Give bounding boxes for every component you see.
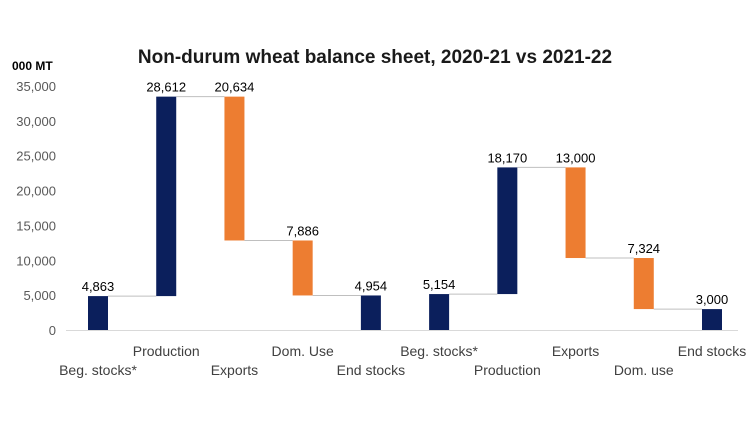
category-label: Dom. use [614, 362, 674, 378]
chart-title: Non-durum wheat balance sheet, 2020-21 v… [138, 47, 612, 68]
y-tick-label: 30,000 [16, 114, 56, 129]
data-label: 3,000 [696, 292, 729, 307]
data-label: 7,324 [628, 241, 661, 256]
y-tick-label: 5,000 [23, 288, 56, 303]
bar-supply [88, 296, 108, 330]
category-label: End stocks [337, 362, 405, 378]
bar-use [633, 258, 654, 310]
connector-lines [108, 96, 702, 310]
y-tick-label: 25,000 [16, 149, 56, 164]
y-tick-label: 20,000 [16, 184, 56, 199]
y-tick-label: 0 [49, 323, 56, 338]
y-tick-label: 10,000 [16, 253, 56, 268]
bar-supply [702, 309, 722, 330]
data-label: 4,863 [82, 279, 115, 294]
category-label: Beg. stocks* [400, 343, 478, 359]
bar-use [292, 240, 313, 296]
data-label: 13,000 [556, 150, 596, 165]
data-labels: 4,863 28,612 20,634 7,886 4,954 5,154 18,170 13… [82, 80, 729, 307]
data-label: 18,170 [487, 150, 527, 165]
data-label: 7,886 [286, 223, 319, 238]
unit-label: 000 MT [12, 59, 53, 73]
bar-supply [497, 167, 518, 295]
data-label: 20,634 [215, 80, 255, 95]
bars [88, 96, 722, 330]
data-label: 28,612 [146, 80, 186, 95]
bar-supply [360, 295, 381, 330]
category-label: Exports [211, 362, 258, 378]
category-label: End stocks [678, 343, 746, 359]
bar-use [224, 96, 245, 241]
category-label: Beg. stocks* [59, 362, 137, 378]
bar-supply [429, 294, 450, 330]
y-tick-label: 35,000 [16, 79, 56, 94]
bar-supply [156, 96, 177, 297]
data-label: 4,954 [355, 278, 388, 293]
bar-use [565, 167, 586, 259]
y-tick-label: 15,000 [16, 218, 56, 233]
y-axis: 0 5,000 10,000 15,000 20,000 25,000 30,000 35,0… [16, 79, 738, 338]
data-label: 5,154 [423, 277, 456, 292]
category-label: Dom. Use [272, 343, 334, 359]
category-label: Production [133, 343, 200, 359]
category-label: Exports [552, 343, 599, 359]
category-label: Production [474, 362, 541, 378]
